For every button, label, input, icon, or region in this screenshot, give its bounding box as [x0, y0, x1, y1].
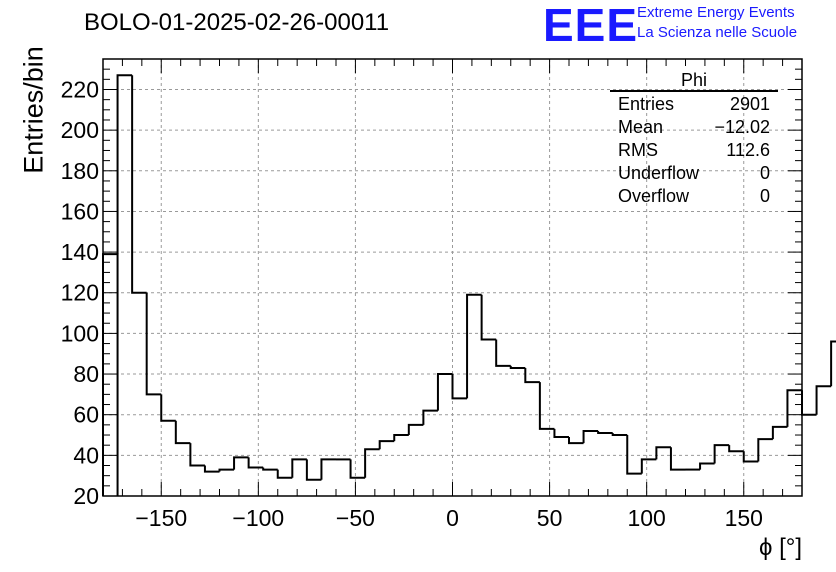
histogram-bin [422, 409, 438, 425]
histogram-bin [233, 456, 249, 470]
x-axis-label: ϕ [°] [758, 534, 802, 561]
stats-row-overflow: Overflow 0 [610, 184, 778, 207]
histogram-bin [699, 462, 715, 470]
stats-row-mean: Mean −12.02 [610, 115, 778, 138]
histogram-bin [305, 459, 322, 481]
histogram-bin [582, 429, 599, 444]
y-tick-label: 140 [61, 239, 99, 265]
histogram-bin [742, 451, 759, 463]
histogram-bin [349, 459, 366, 479]
x-tick-label: 100 [627, 505, 665, 531]
histogram-bin [393, 434, 409, 442]
y-tick-label: 180 [61, 158, 99, 184]
stats-label: RMS [618, 140, 658, 160]
histogram-edge-bin [102, 253, 119, 496]
histogram-bin [728, 445, 744, 453]
histogram-bin [553, 428, 569, 439]
histogram-bin [713, 444, 730, 464]
stats-value: −12.02 [714, 117, 770, 137]
x-tick-label: −100 [232, 505, 284, 531]
histogram-bin [524, 367, 540, 384]
histogram-bin [801, 390, 817, 416]
x-tick-label: −50 [336, 505, 375, 531]
histogram-bin [174, 420, 191, 445]
histogram-bin [830, 340, 836, 387]
histogram-bin [247, 457, 264, 469]
eee-logo: EEE [543, 0, 639, 51]
histogram-bin [626, 435, 642, 475]
stats-label: Mean [618, 117, 664, 137]
histogram-bin [160, 394, 176, 422]
logo-line-2: La Scienza nelle Scuole [637, 24, 798, 41]
stats-row-entries: Entries 2901 [610, 92, 778, 115]
stats-name: Phi [610, 70, 778, 92]
histogram-bin [509, 365, 526, 369]
histogram-bin [291, 458, 307, 478]
stats-label: Overflow [618, 186, 690, 206]
x-tick-label: 50 [537, 505, 563, 531]
y-tick-label: 220 [61, 76, 99, 102]
stats-box: Phi Entries 2901 Mean −12.02 RMS 112.6 U… [610, 70, 778, 207]
y-tick-label: 40 [73, 442, 99, 468]
y-axis-label: Entries/bin [18, 46, 49, 174]
histogram-bin [218, 468, 235, 472]
histogram-bin [757, 438, 773, 462]
x-tick-label: −150 [135, 505, 187, 531]
histogram-bin [189, 443, 205, 467]
x-tick-label: 150 [725, 505, 763, 531]
histogram-bin [276, 469, 293, 479]
stats-row-underflow: Underflow 0 [610, 161, 778, 184]
histogram-bin [131, 75, 147, 294]
stats-value: 2901 [729, 94, 770, 114]
y-tick-label: 20 [73, 483, 99, 509]
histogram-bin [262, 467, 278, 471]
histogram-bin [436, 373, 453, 411]
axes: −150 −100 −50 0 50 100 150 20 40 60 80 100 120 140 160… [61, 58, 803, 531]
histogram-bin [640, 458, 657, 474]
y-tick-label: 120 [61, 280, 99, 306]
histogram-bin [568, 437, 584, 445]
histogram-bin [495, 339, 511, 367]
stats-value: 0 [759, 186, 770, 206]
histogram-bin [815, 385, 832, 415]
y-tick-label: 200 [61, 117, 99, 143]
histogram-bin [407, 423, 424, 436]
stats-label: Entries [618, 94, 675, 114]
stats-value: 112.6 [726, 140, 770, 160]
y-tick-label: 60 [73, 402, 99, 428]
y-tick-label: 100 [61, 320, 99, 346]
histogram-bin [480, 294, 497, 341]
histogram-bin [451, 374, 468, 400]
stats-value: 0 [759, 163, 770, 183]
x-tick-label: 0 [446, 505, 459, 531]
histogram-bin [655, 446, 671, 460]
histogram-bin [378, 440, 395, 450]
histogram-bin [771, 425, 788, 440]
histogram-bin [466, 293, 482, 399]
histogram-bin [364, 448, 380, 478]
y-tick-label: 160 [61, 198, 99, 224]
histogram-bin [320, 458, 336, 480]
stats-row-rms: RMS 112.6 [610, 138, 778, 161]
histogram-bin [786, 389, 802, 427]
histogram-bin [538, 382, 555, 430]
histogram-bin [597, 430, 613, 434]
histogram-bin [669, 447, 686, 471]
y-tick-label: 80 [73, 361, 99, 387]
histogram-bin [611, 432, 628, 437]
histogram-series [102, 74, 836, 496]
histogram-bin [116, 74, 133, 255]
histogram-bin [203, 465, 220, 473]
grid-lines [103, 59, 802, 496]
chart-title: BOLO-01-2025-02-26-00011 [84, 9, 390, 36]
stats-label: Underflow [618, 163, 700, 183]
logo-line-1: Extreme Energy Events [637, 4, 795, 21]
histogram-bin [145, 292, 162, 396]
